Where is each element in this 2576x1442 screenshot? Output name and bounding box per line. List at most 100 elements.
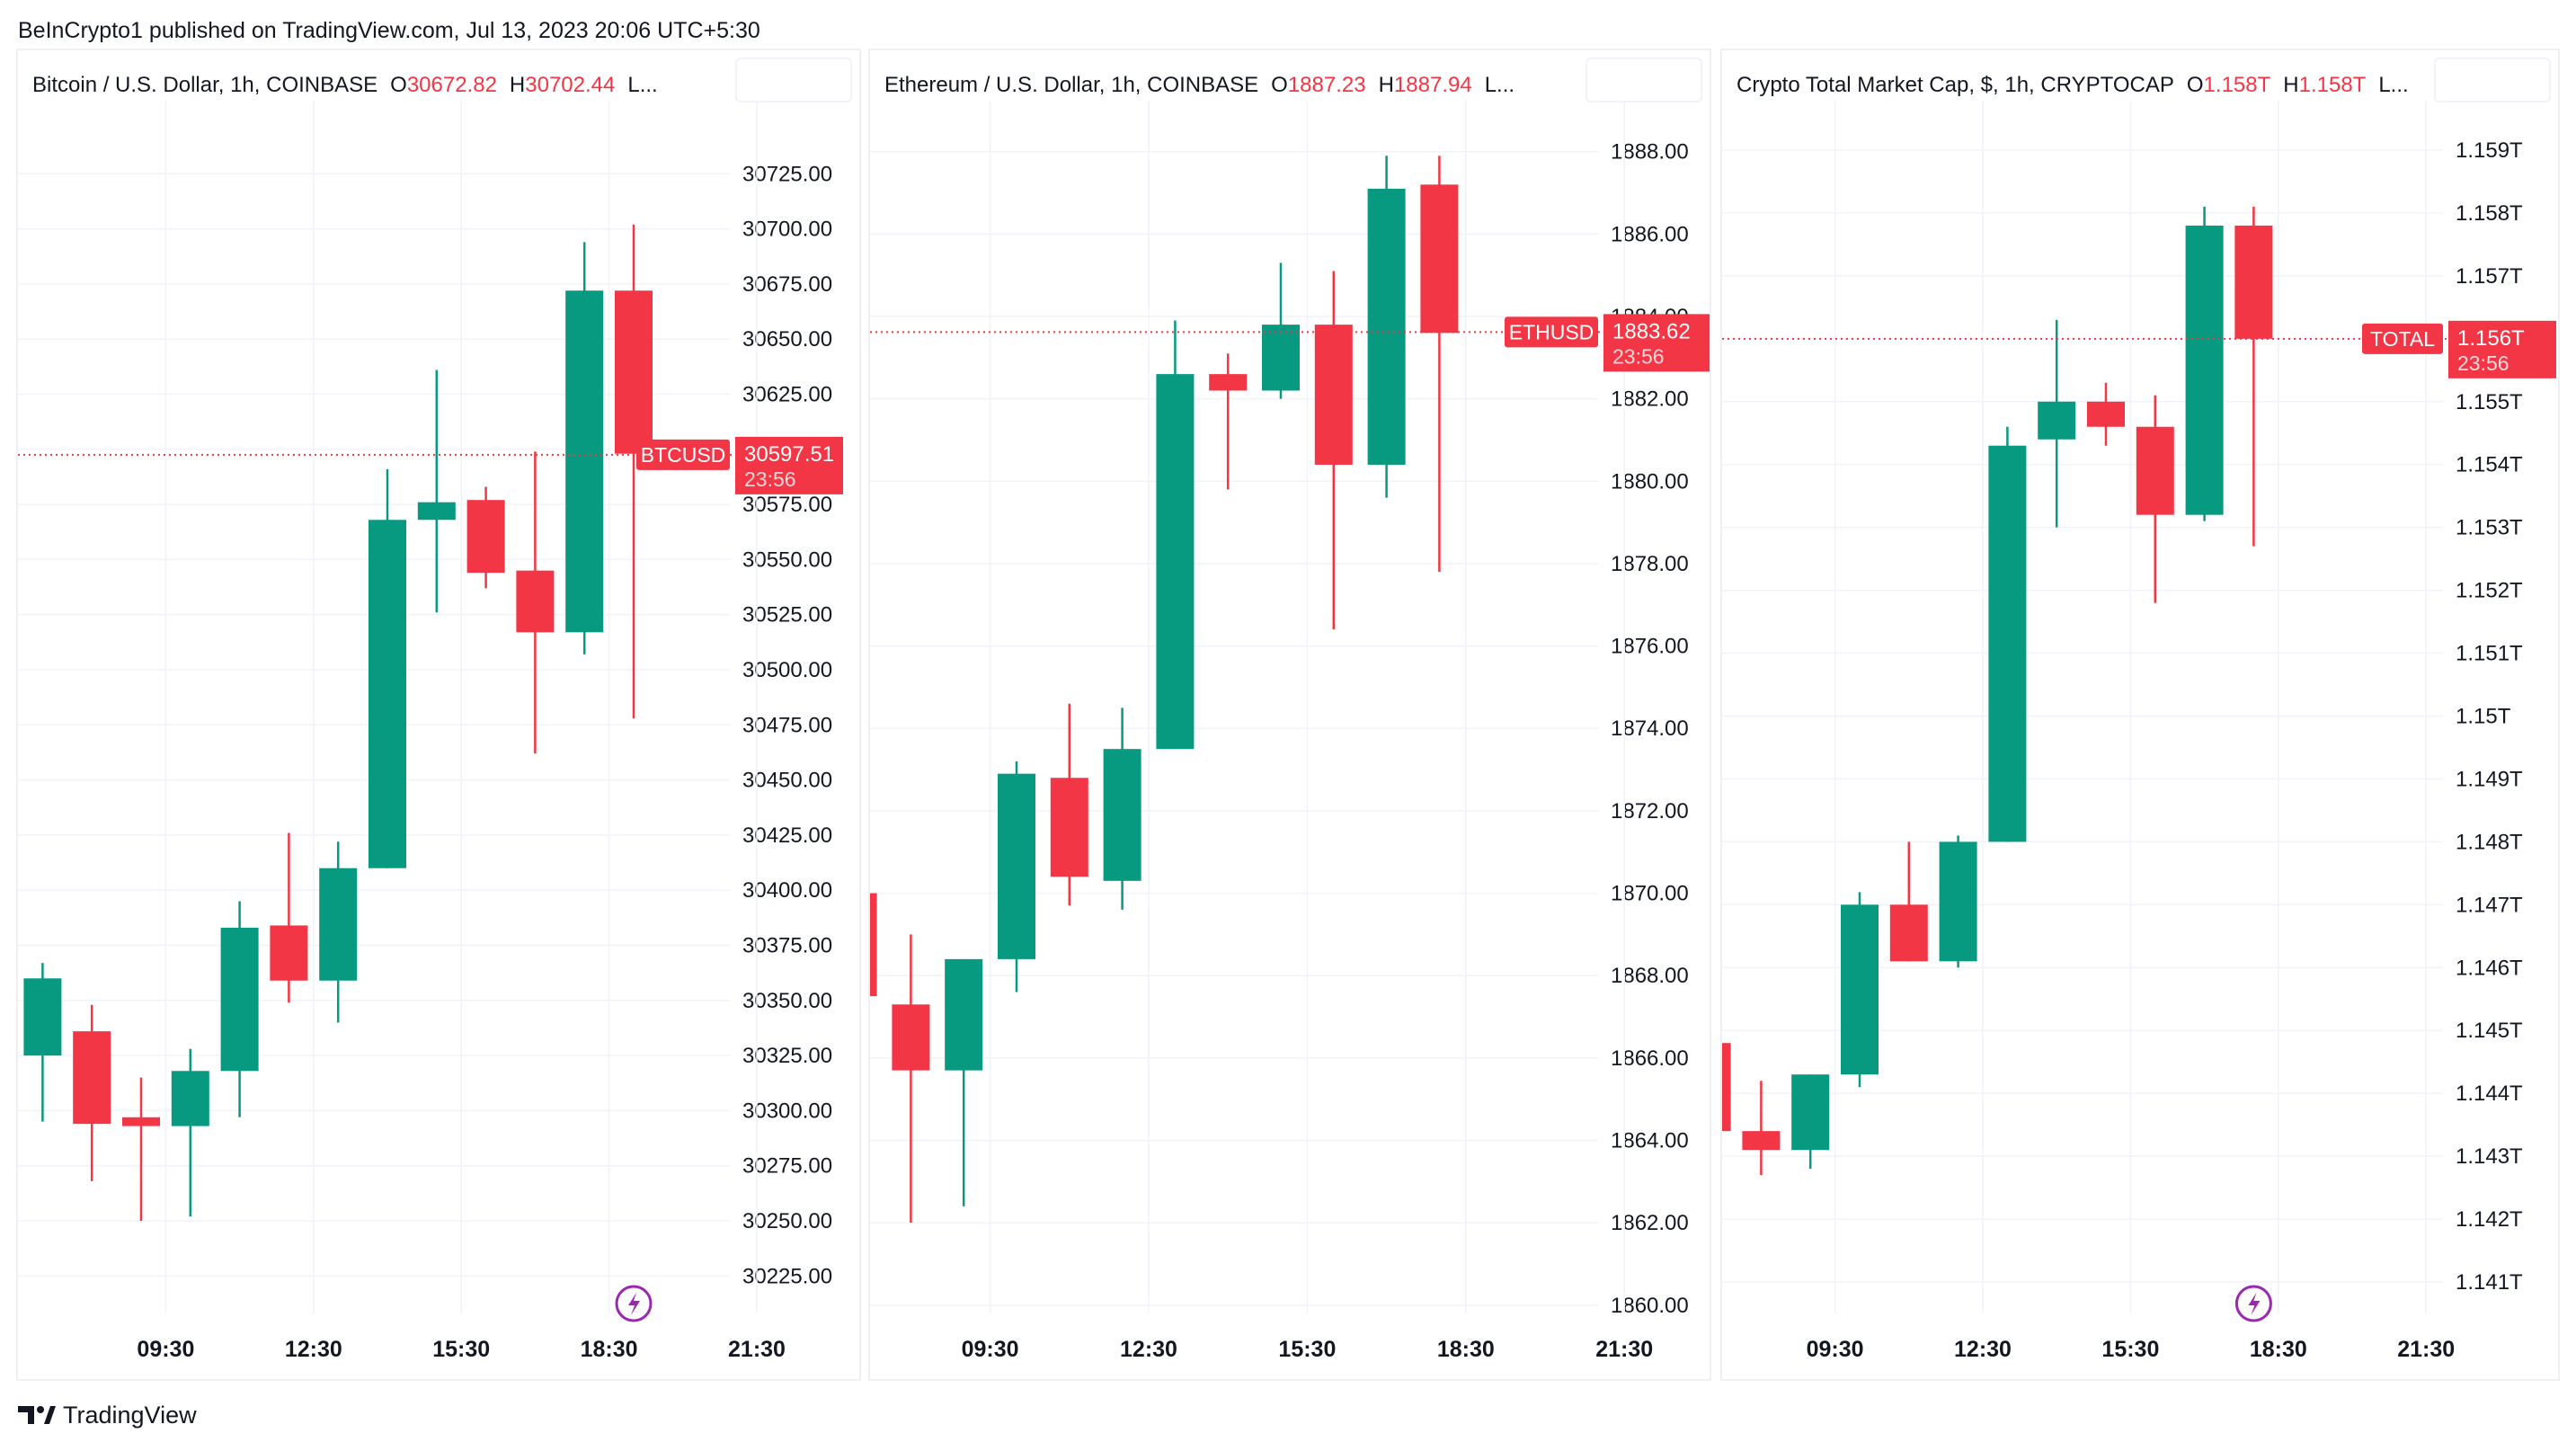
ethusd-candle-body[interactable] — [945, 958, 983, 1071]
total-chart-canvas[interactable]: 1.159T 1.158T 1.157T 1.156T 1.155T 1.154T 1.15… — [1722, 50, 2560, 1381]
ethusd-candle-body[interactable] — [1367, 188, 1406, 465]
tradingview-footer[interactable]: TradingView — [18, 1399, 197, 1431]
btcusd-candle-body[interactable] — [220, 927, 259, 1072]
btcusd-candle-body[interactable] — [319, 868, 358, 981]
ethusd-y-tick-label: 1866.00 — [1611, 1046, 1689, 1071]
ethusd-y-tick-label: 1872.00 — [1611, 799, 1689, 823]
btcusd-y-tick-label: 30300.00 — [742, 1099, 832, 1123]
btcusd-chart-panel[interactable]: 30725.00 30700.00 30675.00 30650.00 30625.00… — [16, 49, 861, 1381]
total-y-tick-label: 1.153T — [2456, 516, 2523, 540]
total-y-tick-label: 1.15T — [2456, 705, 2511, 729]
btcusd-candle-body[interactable] — [516, 570, 555, 633]
btcusd-open-value: 30672.82 — [406, 73, 497, 97]
ethusd-candle-body[interactable] — [1262, 325, 1300, 391]
btcusd-y-tick-label: 30550.00 — [742, 547, 832, 572]
ethusd-high-label: H — [1378, 73, 1394, 97]
btcusd-candle-body[interactable] — [23, 978, 62, 1056]
total-y-tick-label: 1.157T — [2456, 264, 2523, 289]
btcusd-candle-body[interactable] — [565, 290, 604, 633]
ethusd-symbol-tag: ETHUSD — [1509, 320, 1594, 343]
btcusd-candle-body[interactable] — [466, 500, 505, 574]
btcusd-open-label: O — [390, 73, 407, 97]
total-candle-body[interactable] — [1889, 904, 1928, 962]
ethusd-candle-body[interactable] — [870, 893, 877, 997]
total-y-tick-label: 1.158T — [2456, 201, 2523, 226]
btcusd-countdown-label: 23:56 — [744, 467, 796, 491]
total-price-label: 1.156T — [2457, 326, 2525, 351]
btcusd-candle-body[interactable] — [369, 520, 406, 868]
ethusd-candle-body[interactable] — [998, 773, 1035, 959]
ethusd-candle-body[interactable] — [1420, 184, 1459, 334]
total-y-tick-label: 1.143T — [2456, 1144, 2523, 1169]
btcusd-candle-body[interactable] — [615, 290, 653, 454]
ethusd-chart-panel[interactable]: 1888.001886.001884.001882.001880.001878.… — [868, 49, 1711, 1381]
total-candle-body[interactable] — [2234, 225, 2273, 339]
ethusd-candle-body[interactable] — [1314, 325, 1353, 465]
ethusd-legend: Ethereum / U.S. Dollar, 1h, COINBASE O188… — [884, 68, 1515, 102]
total-legend-more[interactable]: L... — [2378, 73, 2409, 97]
tradingview-logo-icon — [18, 1406, 56, 1424]
btcusd-legend-more[interactable]: L... — [627, 73, 658, 97]
total-high-value: 1.158T — [2298, 73, 2367, 97]
total-candle-body[interactable] — [2038, 401, 2076, 440]
btcusd-symbol-tag: BTCUSD — [641, 443, 726, 467]
tradingview-brand: TradingView — [63, 1401, 197, 1429]
ethusd-candle-body[interactable] — [1103, 749, 1141, 881]
total-candle-body[interactable] — [2136, 426, 2174, 515]
ethusd-y-tick-label: 1882.00 — [1611, 387, 1689, 412]
ethusd-open-label: O — [1271, 73, 1288, 97]
ethusd-candle-body[interactable] — [1156, 374, 1195, 750]
total-y-tick-label: 1.159T — [2456, 138, 2523, 163]
ethusd-y-tick-label: 1880.00 — [1611, 469, 1689, 494]
btcusd-candle-body[interactable] — [270, 925, 308, 981]
ethusd-candle-body[interactable] — [1209, 374, 1248, 391]
total-candle-body[interactable] — [2185, 225, 2224, 515]
ethusd-chart-canvas[interactable]: 1888.001886.001884.001882.001880.001878.… — [870, 50, 1711, 1381]
btcusd-candle-body[interactable] — [417, 502, 456, 521]
btcusd-y-tick-label: 30425.00 — [742, 823, 832, 848]
total-candle-body[interactable] — [1939, 841, 1977, 962]
btcusd-candle-body[interactable] — [171, 1071, 209, 1126]
total-symbol-tag: TOTAL — [2370, 327, 2435, 351]
ethusd-legend-controls[interactable] — [1586, 58, 1702, 102]
total-y-tick-label: 1.146T — [2456, 956, 2523, 980]
lightning-icon[interactable] — [2234, 1285, 2272, 1322]
ethusd-y-tick-label: 1862.00 — [1611, 1211, 1689, 1235]
ethusd-y-tick-label: 1876.00 — [1611, 635, 1689, 659]
btcusd-x-tick-label: 15:30 — [432, 1337, 490, 1362]
ethusd-price-label-bg — [1603, 314, 1710, 372]
btcusd-candle-body[interactable] — [73, 1031, 111, 1125]
btcusd-chart-canvas[interactable]: 30725.00 30700.00 30675.00 30650.00 30625.00… — [18, 50, 861, 1381]
total-candle-body[interactable] — [1841, 904, 1879, 1075]
total-candle-body[interactable] — [1791, 1074, 1830, 1151]
ethusd-candle-body[interactable] — [892, 1004, 930, 1071]
total-y-tick-label: 1.147T — [2456, 893, 2523, 917]
total-y-tick-label: 1.149T — [2456, 767, 2523, 791]
total-legend-controls[interactable] — [2434, 58, 2551, 102]
total-candle-body[interactable] — [1988, 445, 2027, 842]
ethusd-y-tick-label: 1886.00 — [1611, 222, 1689, 246]
total-candle-body[interactable] — [2087, 401, 2125, 427]
btcusd-y-tick-label: 30625.00 — [742, 383, 832, 407]
ethusd-y-tick-label: 1864.00 — [1611, 1129, 1689, 1153]
ethusd-x-tick-label: 21:30 — [1595, 1337, 1653, 1362]
btcusd-y-tick-label: 30350.00 — [742, 989, 832, 1013]
total-y-tick-label: 1.144T — [2456, 1082, 2523, 1106]
btcusd-y-tick-label: 30450.00 — [742, 769, 832, 793]
lightning-icon[interactable] — [615, 1285, 653, 1322]
btcusd-y-tick-label: 30375.00 — [742, 934, 832, 958]
btcusd-x-tick-label: 12:30 — [285, 1337, 342, 1362]
btcusd-high-value: 30702.44 — [525, 73, 616, 97]
btcusd-y-tick-label: 30575.00 — [742, 493, 832, 517]
ethusd-legend-more[interactable]: L... — [1484, 73, 1515, 97]
total-candle-body[interactable] — [1742, 1131, 1781, 1151]
total-chart-panel[interactable]: 1.159T 1.158T 1.157T 1.156T 1.155T 1.154T 1.15… — [1720, 49, 2560, 1381]
btcusd-legend-controls[interactable] — [735, 58, 852, 102]
btcusd-candle-body[interactable] — [122, 1117, 160, 1126]
ethusd-title: Ethereum / U.S. Dollar, 1h, COINBASE — [884, 73, 1259, 97]
btcusd-title: Bitcoin / U.S. Dollar, 1h, COINBASE — [32, 73, 378, 97]
ethusd-candle-body[interactable] — [1050, 778, 1088, 877]
total-y-tick-label: 1.152T — [2456, 579, 2523, 603]
btcusd-x-tick-label: 09:30 — [137, 1337, 194, 1362]
total-candle-body[interactable] — [1722, 1043, 1731, 1132]
